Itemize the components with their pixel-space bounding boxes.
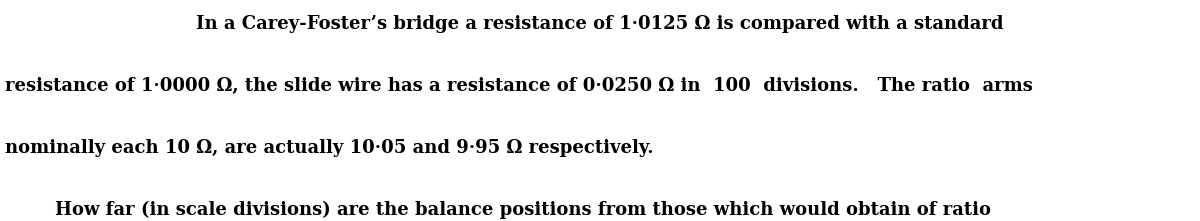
Text: How far (in scale divisions) are the balance positions from those which would ob: How far (in scale divisions) are the bal…	[5, 201, 991, 219]
Text: nominally each 10 Ω, are actually 10·05 and 9·95 Ω respectively.: nominally each 10 Ω, are actually 10·05 …	[5, 139, 654, 157]
Text: In a Carey-Foster’s bridge a resistance of 1·0125 Ω is compared with a standard: In a Carey-Foster’s bridge a resistance …	[197, 15, 1003, 33]
Text: resistance of 1·0000 Ω, the slide wire has a resistance of 0·0250 Ω in  100  div: resistance of 1·0000 Ω, the slide wire h…	[5, 77, 1033, 95]
